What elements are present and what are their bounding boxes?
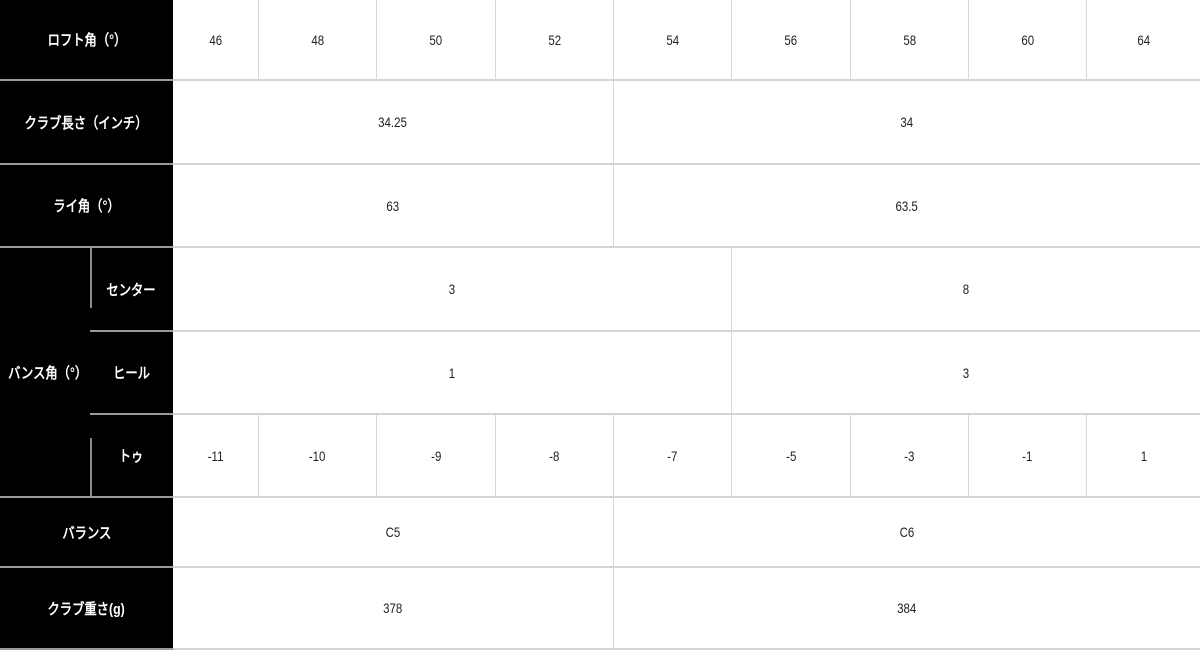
bounce-toe-cell: -11: [173, 415, 259, 498]
bounce-toe-cell: -8: [496, 415, 614, 498]
row-subheader-heel: ヒール: [90, 332, 173, 415]
lie-cell: 63.5: [614, 165, 1200, 248]
row-header-balance: バランス: [0, 498, 173, 568]
loft-cell: 58: [851, 0, 969, 81]
loft-cell: 48: [259, 0, 377, 81]
row-subheader-center: センター: [90, 248, 173, 332]
bounce-heel-cell: 3: [732, 332, 1200, 415]
loft-cell: 64: [1087, 0, 1200, 81]
row-header-lie: ライ角（°）: [0, 165, 173, 248]
loft-cell: 52: [496, 0, 614, 81]
lie-cell: 63: [173, 165, 614, 248]
balance-cell: C6: [614, 498, 1200, 568]
row-header-loft: ロフト角（°）: [0, 0, 173, 81]
bounce-toe-cell: 1: [1087, 415, 1200, 498]
bounce-toe-cell: -7: [614, 415, 732, 498]
bounce-heel-cell: 1: [173, 332, 732, 415]
bounce-center-cell: 8: [732, 248, 1200, 332]
loft-cell: 60: [969, 0, 1087, 81]
balance-cell: C5: [173, 498, 614, 568]
weight-cell: 384: [614, 568, 1200, 650]
bounce-toe-cell: -5: [732, 415, 851, 498]
weight-cell: 378: [173, 568, 614, 650]
row-header-length: クラブ長さ（インチ）: [0, 81, 173, 165]
length-cell: 34.25: [173, 81, 614, 165]
bounce-toe-cell: -10: [259, 415, 377, 498]
loft-cell: 46: [173, 0, 259, 81]
bounce-toe-cell: -9: [377, 415, 496, 498]
loft-cell: 54: [614, 0, 732, 81]
bounce-toe-cell: -3: [851, 415, 969, 498]
row-subheader-toe: トゥ: [90, 415, 173, 498]
row-header-weight: クラブ重さ(g): [0, 568, 173, 650]
loft-cell: 50: [377, 0, 496, 81]
bounce-center-cell: 3: [173, 248, 732, 332]
row-header-bounce: バンス角（°）: [0, 248, 90, 498]
bounce-toe-cell: -1: [969, 415, 1087, 498]
loft-cell: 56: [732, 0, 851, 81]
length-cell: 34: [614, 81, 1200, 165]
